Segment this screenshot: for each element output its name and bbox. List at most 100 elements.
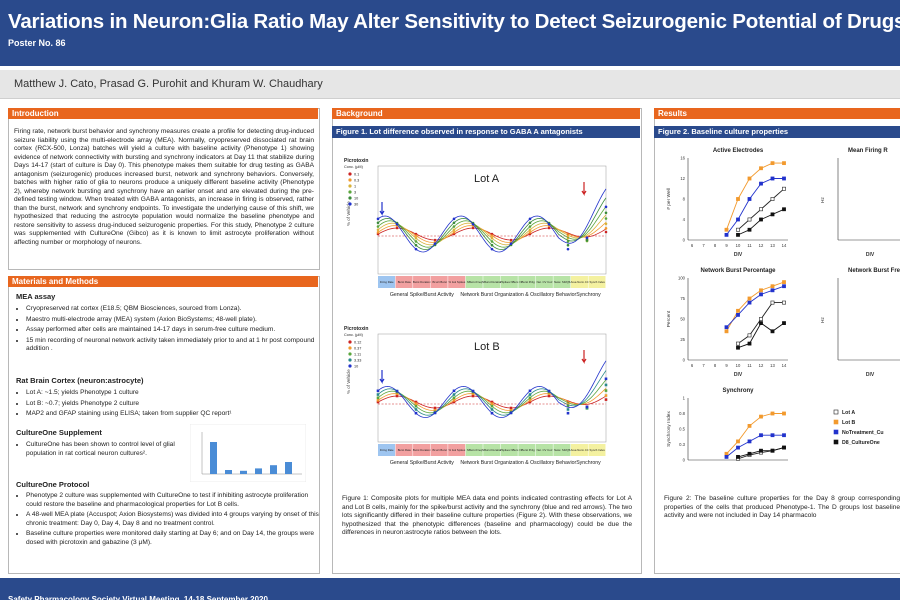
legend-label: 3	[354, 191, 356, 195]
data-point	[747, 300, 752, 305]
legend-label: 3.33	[354, 359, 361, 363]
category-cell	[500, 276, 518, 288]
bar-mark	[225, 470, 232, 474]
x-tick-label: 10	[736, 363, 741, 368]
legend-label: 30	[354, 203, 358, 207]
x-tick-label: 7	[702, 243, 705, 248]
intro-heading: Introduction	[8, 108, 318, 119]
data-point	[452, 396, 456, 400]
category-cell	[413, 276, 431, 288]
data-point	[585, 238, 589, 242]
data-point	[747, 176, 752, 181]
legend-marker	[348, 184, 352, 188]
y-axis-label: % of Vehicle	[346, 369, 351, 394]
data-point	[782, 300, 786, 305]
chart-title: Mean Firing R	[848, 148, 888, 154]
data-point	[759, 448, 763, 453]
category-label: NBurst Freq	[467, 448, 483, 452]
series-line	[726, 281, 785, 332]
data-point	[452, 231, 456, 234]
data-point	[566, 243, 570, 247]
figure2-title: Figure 2. Baseline culture properties	[654, 126, 900, 138]
methods-heading: Materials and Methods	[8, 276, 318, 287]
data-point	[604, 211, 608, 215]
data-point	[452, 399, 456, 402]
chart-title: Network Burst Fre	[848, 268, 900, 274]
data-point	[736, 313, 740, 317]
data-point	[395, 392, 399, 396]
x-tick-label: 7	[702, 363, 705, 368]
list-item: A 48-well MEA plate (Accuspot; Axion Bio…	[26, 511, 322, 528]
x-axis-label: DIV	[734, 372, 743, 378]
category-label: Synch Index	[590, 448, 606, 452]
y-tick-label: 25	[680, 337, 685, 342]
y-tick-label: 16	[680, 156, 685, 161]
data-point	[414, 247, 418, 251]
chart-title: Synchrony	[722, 388, 754, 394]
category-label: NBurst Freq	[467, 280, 483, 284]
category-label: Burst Duration	[413, 448, 431, 452]
data-point	[376, 231, 380, 234]
data-point	[770, 329, 775, 334]
data-point	[509, 242, 513, 246]
data-point	[452, 228, 456, 232]
data-point	[759, 414, 763, 419]
data-point	[414, 243, 418, 247]
data-point	[770, 433, 775, 438]
data-point	[528, 228, 532, 232]
group-label: Network Burst Organization & Oscillatory…	[460, 460, 576, 466]
data-point	[528, 221, 532, 225]
lot-label: Lot A	[474, 173, 500, 185]
data-point	[509, 406, 513, 410]
group-label: Synchrony	[576, 460, 601, 466]
data-point	[604, 230, 608, 234]
data-point	[759, 292, 763, 297]
data-point	[433, 242, 437, 246]
figure1-title: Figure 1. Lot difference observed in res…	[332, 126, 640, 138]
data-point	[770, 411, 775, 416]
data-point	[782, 280, 786, 285]
data-point	[547, 222, 551, 226]
data-point	[747, 341, 752, 346]
data-point	[490, 236, 494, 240]
blue-arrow	[379, 202, 385, 216]
x-tick-label: 14	[782, 363, 787, 368]
x-axis-label: DIV	[866, 252, 875, 258]
data-point	[547, 226, 551, 230]
data-point	[724, 227, 729, 232]
data-point	[490, 402, 494, 405]
legend-marker	[348, 196, 352, 200]
x-tick-label: 6	[691, 243, 694, 248]
data-point	[770, 212, 775, 217]
data-point	[395, 394, 399, 398]
data-point	[414, 236, 418, 240]
series-line	[726, 285, 785, 328]
legend-label: Lot A	[842, 410, 855, 416]
data-point	[452, 225, 456, 228]
data-point	[736, 439, 740, 444]
data-point	[490, 240, 494, 243]
x-tick-label: 9	[725, 243, 728, 248]
group-label: General Spike/Burst Activity	[390, 292, 454, 298]
y-tick-label: 0.8	[679, 411, 685, 416]
legend-label: 1	[354, 185, 356, 189]
data-point	[782, 186, 786, 191]
category-label: % Isol Spikes	[449, 448, 466, 452]
data-point	[585, 405, 589, 409]
list-item: Baseline culture properties were monitor…	[26, 530, 322, 547]
list-item: Lot B: ~0.7; yields Phenotype 2 culture	[26, 400, 322, 409]
series-line	[726, 434, 784, 458]
data-point	[452, 389, 456, 393]
data-point	[604, 377, 608, 381]
data-point	[566, 411, 570, 415]
legend-marker	[348, 358, 352, 362]
y-axis-label: Hz	[820, 196, 826, 202]
chart-title: Network Burst Percentage	[700, 268, 776, 274]
category-label: Net. CV Corr	[537, 448, 553, 452]
plot-frame	[377, 333, 607, 443]
poster-footer: Safety Pharmacology Society Virtual Meet…	[0, 578, 900, 604]
data-point	[604, 205, 608, 209]
